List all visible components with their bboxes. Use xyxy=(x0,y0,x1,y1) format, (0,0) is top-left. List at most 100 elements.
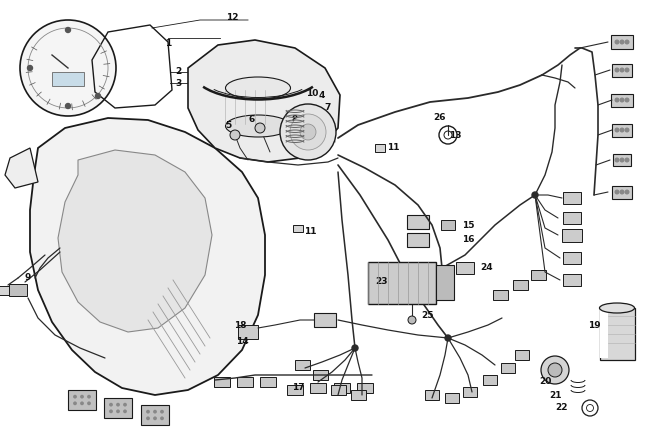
Bar xyxy=(330,385,346,395)
Circle shape xyxy=(625,98,629,102)
Circle shape xyxy=(620,68,624,72)
Text: 16: 16 xyxy=(462,236,474,244)
Circle shape xyxy=(147,417,150,420)
Text: 2: 2 xyxy=(175,67,181,77)
Text: 14: 14 xyxy=(236,338,248,346)
Polygon shape xyxy=(188,40,340,162)
Bar xyxy=(425,390,439,400)
Text: 1: 1 xyxy=(165,39,171,47)
Circle shape xyxy=(445,335,451,341)
Text: 21: 21 xyxy=(549,391,561,399)
Circle shape xyxy=(66,28,70,32)
Polygon shape xyxy=(30,118,265,395)
Polygon shape xyxy=(5,148,38,188)
Circle shape xyxy=(124,410,126,413)
Text: 24: 24 xyxy=(481,264,493,272)
Circle shape xyxy=(161,410,163,413)
Text: 9: 9 xyxy=(25,273,31,283)
Bar xyxy=(225,88,290,126)
Text: 11: 11 xyxy=(387,144,399,152)
Bar xyxy=(501,363,515,373)
Text: 17: 17 xyxy=(292,384,304,392)
Circle shape xyxy=(88,402,90,405)
Circle shape xyxy=(81,402,83,405)
Text: 20: 20 xyxy=(539,378,551,386)
Bar xyxy=(238,325,258,339)
Bar xyxy=(368,262,436,304)
Text: 8: 8 xyxy=(292,116,298,124)
Bar xyxy=(293,225,303,232)
Bar xyxy=(375,144,385,152)
Circle shape xyxy=(620,190,624,194)
Bar xyxy=(68,390,96,410)
Circle shape xyxy=(615,98,619,102)
Bar xyxy=(316,100,328,108)
Circle shape xyxy=(110,403,112,406)
Bar xyxy=(612,64,632,77)
Bar xyxy=(407,233,429,247)
Text: 23: 23 xyxy=(376,278,388,286)
Bar xyxy=(563,252,581,264)
Circle shape xyxy=(615,158,619,162)
Bar xyxy=(600,310,608,358)
Circle shape xyxy=(280,104,336,160)
Bar xyxy=(407,215,429,229)
Circle shape xyxy=(20,20,116,116)
Bar xyxy=(357,383,373,393)
Circle shape xyxy=(620,40,624,44)
Bar xyxy=(260,377,276,387)
Text: 18: 18 xyxy=(234,321,246,329)
Circle shape xyxy=(615,68,619,72)
Bar xyxy=(493,290,508,300)
Ellipse shape xyxy=(599,303,634,313)
Ellipse shape xyxy=(226,77,291,99)
Bar xyxy=(298,125,306,131)
Circle shape xyxy=(541,356,569,384)
Circle shape xyxy=(230,130,240,140)
Bar xyxy=(563,192,581,204)
Circle shape xyxy=(124,403,126,406)
Bar xyxy=(612,186,632,198)
Bar xyxy=(613,154,631,166)
Bar xyxy=(515,350,529,360)
Bar xyxy=(612,124,632,137)
Circle shape xyxy=(255,123,265,133)
Text: 10: 10 xyxy=(306,88,318,98)
Polygon shape xyxy=(58,150,212,332)
Bar xyxy=(445,393,459,403)
Circle shape xyxy=(625,68,629,72)
Circle shape xyxy=(161,417,163,420)
Circle shape xyxy=(88,396,90,398)
Bar xyxy=(611,35,633,49)
Bar xyxy=(512,280,528,290)
Bar xyxy=(104,398,132,418)
Circle shape xyxy=(74,396,76,398)
Bar xyxy=(237,377,253,387)
Text: 22: 22 xyxy=(556,403,568,413)
Text: 15: 15 xyxy=(462,220,474,230)
Bar xyxy=(436,265,454,300)
Text: 13: 13 xyxy=(448,131,461,139)
Text: 3: 3 xyxy=(175,78,181,88)
Circle shape xyxy=(625,190,629,194)
Circle shape xyxy=(290,114,326,150)
Bar xyxy=(463,387,477,397)
Bar xyxy=(52,72,84,86)
Circle shape xyxy=(154,417,156,420)
Circle shape xyxy=(117,403,119,406)
Text: 26: 26 xyxy=(434,113,447,123)
Bar xyxy=(562,229,582,241)
Ellipse shape xyxy=(226,115,291,137)
Bar xyxy=(313,370,328,380)
Bar xyxy=(141,405,169,425)
Text: 12: 12 xyxy=(226,14,239,22)
Bar xyxy=(287,385,303,395)
Bar xyxy=(563,274,581,286)
Circle shape xyxy=(548,363,562,377)
Circle shape xyxy=(27,66,32,71)
Circle shape xyxy=(81,396,83,398)
Text: 6: 6 xyxy=(249,116,255,124)
Bar xyxy=(294,360,309,370)
Circle shape xyxy=(300,124,316,140)
Bar xyxy=(483,375,497,385)
